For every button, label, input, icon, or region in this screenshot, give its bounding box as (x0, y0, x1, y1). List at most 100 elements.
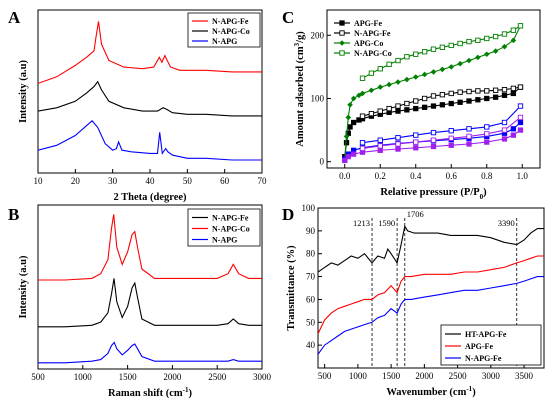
panel-c-legend-marker (339, 50, 345, 56)
panel-c-data-point (395, 108, 401, 114)
panel-d-xtick-label: 3000 (482, 371, 501, 381)
panel-c-data-point (345, 114, 352, 121)
panel-d-series-line (318, 255, 544, 334)
panel-b-xtick-label: 1500 (119, 372, 138, 382)
panel-c-data-point (483, 51, 490, 58)
panel-c-data-point (430, 143, 437, 150)
panel-c-data-point (484, 139, 490, 145)
panel-c-data-point (448, 128, 454, 134)
panel-c-data-point (421, 104, 428, 110)
panel-d-xtick-label: 500 (318, 371, 332, 381)
panel-a-xtick-label: 30 (108, 176, 118, 186)
panel-c-data-point (377, 143, 383, 149)
panel-c-data-point (510, 85, 517, 92)
panel-c-legend-marker (339, 30, 345, 36)
panel-c-data-point (347, 102, 353, 108)
panel-d-xtick-label: 2000 (415, 371, 434, 381)
panel-c-data-point (501, 43, 508, 50)
panel-c-data-point (430, 103, 437, 109)
panel-c-data-point (386, 61, 392, 68)
panel-c-data-point (404, 100, 410, 107)
panel-c-data-point (359, 90, 366, 97)
panel-c-data-point (501, 31, 508, 37)
panel-c-data-point (359, 113, 366, 119)
panel-c-legend-marker (339, 20, 345, 26)
panel-d-ytick-label: 40 (306, 340, 316, 350)
panel-d-xtick-label: 3500 (515, 371, 534, 381)
panel-c-data-point (421, 95, 428, 102)
panel-c-data-point (492, 33, 499, 40)
panel-b-legend-label: N-APG-Co (212, 225, 250, 234)
panel-c-legend-label: APG-Fe (354, 19, 382, 28)
panel-c-ytick-label: 100 (311, 93, 325, 103)
panel-c-data-point (368, 87, 375, 94)
panel-c-data-point (501, 92, 508, 98)
panel-c-data-point (359, 145, 366, 152)
panel-c-data-point (484, 88, 490, 94)
panel-c-data-point (466, 38, 472, 45)
panel-c-data-point (484, 131, 490, 137)
panel-c-data-point (475, 37, 481, 43)
panel-c-data-point (413, 51, 419, 57)
panel-a-legend-label: N-APG-Co (212, 27, 250, 36)
panel-b-frame (37, 204, 263, 370)
panel-c-data-point (343, 133, 350, 140)
panel-c-data-point (413, 139, 419, 145)
panel-c-data-point (484, 124, 490, 130)
panel-c-data-point (368, 70, 375, 76)
panel-c-data-point (439, 92, 446, 98)
panel-c-xtick-label: 1.0 (517, 171, 529, 181)
panel-c-data-point (377, 84, 384, 90)
panel-d-frame (317, 207, 545, 369)
panel-c-data-point (404, 76, 410, 83)
panel-c-series-line (362, 116, 521, 149)
panel-d-annotation-label: 1706 (407, 209, 424, 219)
panel-c-data-point (510, 132, 517, 138)
panel-c-data-point (517, 103, 524, 109)
panel-c-data-point (466, 126, 472, 132)
panel-c-data-point (517, 23, 524, 29)
panel-d-xtick-label: 2500 (449, 371, 468, 381)
panel-c-data-point (448, 100, 454, 107)
panel-c-data-point (510, 126, 517, 132)
panel-c-legend-label: N-APG-Co (354, 49, 392, 58)
panel-d-ytick-label: 50 (306, 317, 316, 327)
panel-c-data-point (439, 44, 446, 50)
panel-c-data-point (359, 140, 366, 146)
panel-c-xtick-label: 0.2 (375, 171, 386, 181)
panel-b-xtick-label: 2500 (208, 372, 227, 382)
panel-c-data-point (475, 88, 481, 94)
panel-c-data-point (448, 42, 454, 49)
panel-c-plot-area (341, 23, 524, 164)
panel-a-series-line (38, 21, 262, 84)
panel-c-xtick-label: 0.8 (481, 171, 493, 181)
panel-c-frame (326, 9, 541, 169)
panel-c-data-point (457, 89, 463, 95)
panel-c-data-point (439, 66, 446, 73)
panel-c-data-point (501, 119, 508, 126)
panel-c-ytick-label: 200 (311, 30, 325, 40)
panel-c-data-point (492, 94, 499, 100)
panel-c-data-point (448, 142, 454, 148)
panel-c-data-point (501, 136, 508, 142)
panel-c-data-point (377, 137, 383, 143)
panel-a-xtick-label: 40 (146, 176, 156, 186)
panel-c-data-point (404, 54, 410, 60)
panel-c-data-point (345, 153, 351, 160)
panel-d-xtick-label: 1500 (382, 371, 401, 381)
panel-c-data-point (395, 103, 401, 109)
panel-c-data-point (466, 57, 472, 64)
panel-c-data-point (466, 88, 472, 95)
panel-c-data-point (501, 127, 508, 133)
panel-b-ylabel: Intensity (a.u) (18, 255, 29, 319)
panel-c-data-point (430, 137, 437, 143)
panel-c-data-point (430, 69, 437, 75)
panel-d-ytick-label: 70 (306, 272, 316, 282)
panel-c-data-point (413, 105, 419, 112)
panel-d-legend-label: APG-Fe (465, 342, 493, 351)
panel-c-legend-marker (339, 40, 345, 46)
panel-a-legend-label: N-APG-Fe (212, 17, 249, 26)
panel-a-series-line (38, 120, 262, 161)
panel-c-data-point (386, 81, 392, 88)
panel-c-data-point (421, 49, 428, 55)
